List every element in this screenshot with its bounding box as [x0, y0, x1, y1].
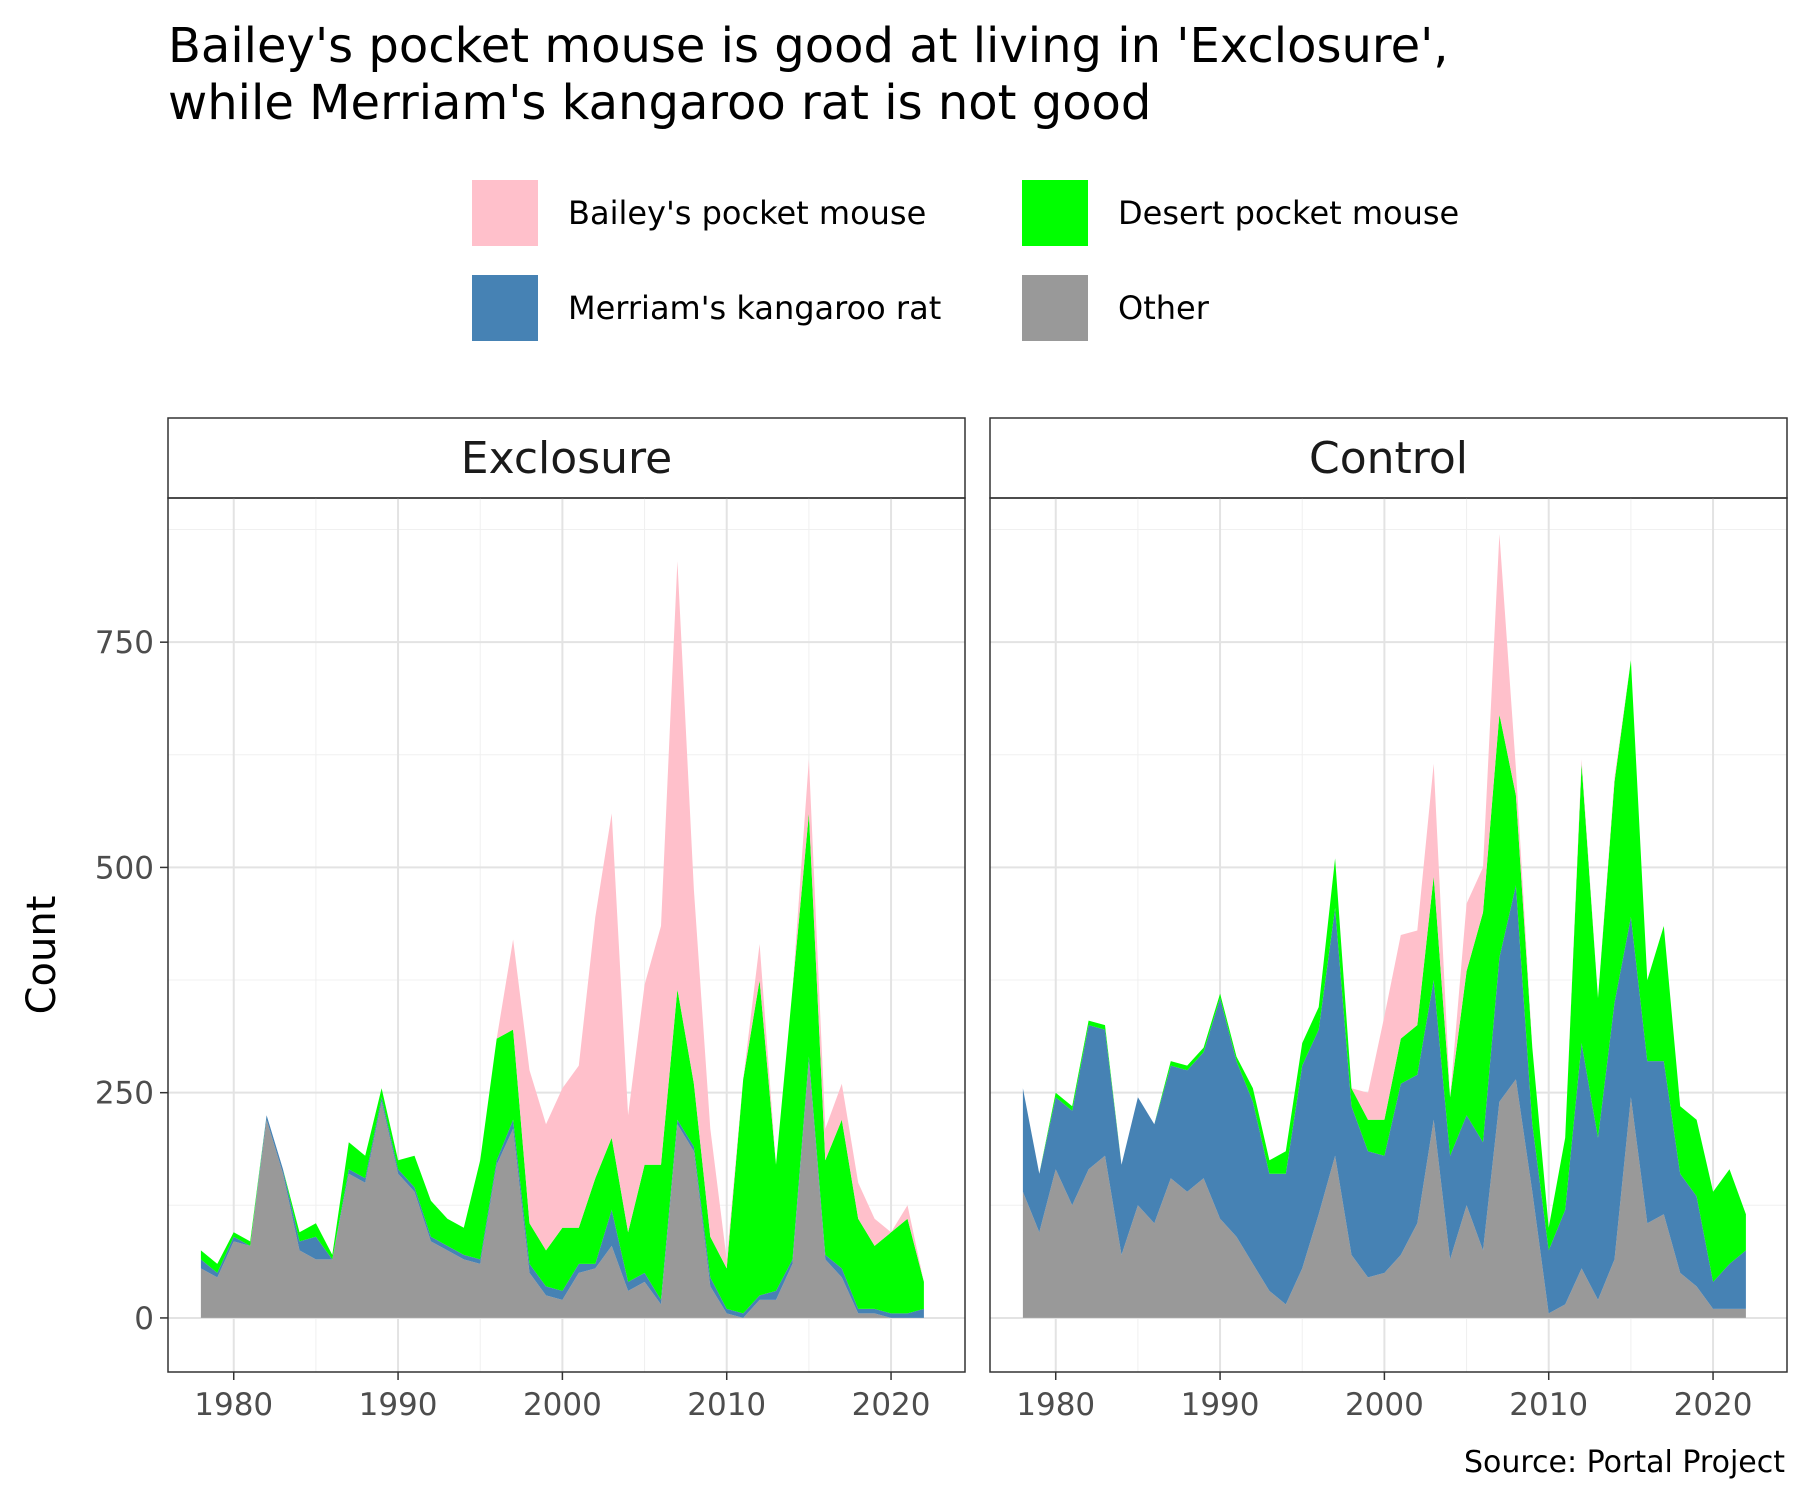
area-control-desert-pocket-mouse	[1022, 660, 1746, 1282]
legend: Bailey's pocket mouse Desert pocket mous…	[472, 180, 1572, 350]
panel-control: Control 1980 1990 2000 2010 2020	[989, 417, 1788, 1423]
chart-title-line-1: Bailey's pocket mouse is good at living …	[168, 18, 1449, 74]
legend-swatch-merriams	[472, 275, 538, 341]
y-tick-label: 750	[95, 625, 154, 661]
area-exclosure-other	[200, 1061, 924, 1318]
y-tick-label: 250	[95, 1076, 154, 1112]
area-control-other	[1022, 1079, 1746, 1318]
facet-strip-exclosure	[167, 417, 966, 499]
legend-swatch-desert	[1022, 180, 1088, 246]
facet-strip-control	[989, 417, 1788, 499]
chart-title: Bailey's pocket mouse is good at living …	[168, 18, 1449, 132]
x-tick-label: 2000	[1345, 1387, 1424, 1423]
facet-label-exclosure: Exclosure	[461, 433, 672, 484]
panel-border-exclosure	[167, 497, 966, 1373]
legend-label-merriams: Merriam's kangaroo rat	[568, 289, 942, 327]
x-tick-label: 1990	[1181, 1387, 1260, 1423]
source-caption: Source: Portal Project	[1463, 1445, 1785, 1480]
x-tick-label: 2010	[687, 1387, 766, 1423]
area-control-bailey-s-pocket-mouse	[1022, 534, 1746, 1228]
area-exclosure-bailey-s-pocket-mouse	[200, 561, 924, 1282]
area-exclosure-desert-pocket-mouse	[200, 813, 924, 1314]
panel-exclosure: Exclosure 1980 1990 2000 2010 2020 0 250 500 750	[95, 417, 966, 1423]
legend-label-baileys: Bailey's pocket mouse	[568, 194, 927, 232]
area-control-merriam-s-kangaroo-rat	[1022, 885, 1746, 1314]
facet-label-control: Control	[1309, 433, 1468, 484]
panel-border-control	[989, 497, 1788, 1373]
legend-item-other: Other	[1022, 275, 1209, 341]
x-tick-label: 1990	[359, 1387, 438, 1423]
y-axis-title: Count	[19, 896, 65, 1015]
legend-item-merriams: Merriam's kangaroo rat	[472, 275, 941, 341]
x-tick-label: 1980	[1016, 1387, 1095, 1423]
x-tick-label: 2020	[852, 1387, 931, 1423]
y-tick-label: 500	[95, 850, 154, 886]
x-tick-label: 2000	[523, 1387, 602, 1423]
legend-label-other: Other	[1118, 289, 1209, 327]
chart-title-line-2: while Merriam's kangaroo rat is not good	[168, 75, 1152, 131]
legend-item-baileys: Bailey's pocket mouse	[472, 180, 926, 246]
x-tick-label: 2020	[1674, 1387, 1753, 1423]
legend-item-desert: Desert pocket mouse	[1022, 180, 1459, 246]
legend-label-desert: Desert pocket mouse	[1118, 194, 1460, 232]
x-tick-label: 2010	[1509, 1387, 1588, 1423]
legend-swatch-other	[1022, 275, 1088, 341]
x-tick-label: 1980	[194, 1387, 273, 1423]
legend-swatch-baileys	[472, 180, 538, 246]
y-tick-label: 0	[134, 1301, 154, 1337]
